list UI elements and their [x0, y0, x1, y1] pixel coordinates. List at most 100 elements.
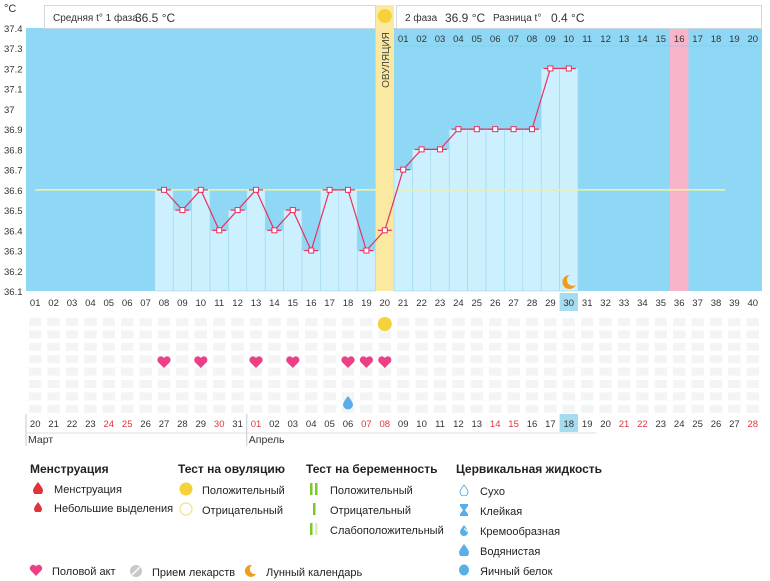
legend-medication-label: Прием лекарств	[152, 566, 236, 579]
grid-cell	[544, 330, 557, 339]
pregnancy-weak-icon	[306, 522, 322, 539]
grid-cell	[268, 404, 281, 413]
grid-cell	[360, 380, 373, 388]
grid-cell	[544, 367, 557, 376]
grid-cell	[231, 318, 244, 326]
temperature-point	[197, 186, 204, 193]
calendar-date-label: 20	[30, 419, 41, 430]
dry-drop-icon	[456, 484, 472, 499]
temperature-bar	[559, 68, 579, 292]
grid-cell	[415, 380, 428, 388]
grid-cell	[65, 380, 79, 388]
temperature-point	[326, 186, 333, 193]
grid-cell	[599, 380, 612, 388]
grid-cell	[617, 392, 631, 401]
grid-cell	[562, 355, 575, 364]
grid-cell	[213, 318, 226, 326]
calendar-date-label: 26	[711, 419, 722, 430]
cycle-day-label: 04	[85, 298, 96, 309]
grid-cell	[452, 367, 465, 376]
legend-cervical-eggwhite-label: Яичный белок	[480, 565, 553, 578]
legend-cervical-creamy: Кремообразная	[456, 524, 560, 539]
grid-cell	[433, 367, 447, 376]
cycle-day-label: 32	[600, 298, 611, 309]
y-tick-label: 37	[4, 105, 15, 116]
grid-cell	[470, 318, 483, 326]
legend-medication: Прием лекарств	[128, 564, 235, 581]
grid-cell	[691, 367, 704, 376]
grid-cell	[231, 342, 244, 351]
grid-cell	[397, 318, 410, 326]
watery-drop-icon	[343, 396, 353, 410]
phase2-value: 36.9 °C	[445, 11, 486, 25]
cycle-day-label: 25	[472, 298, 483, 309]
grid-cell	[397, 342, 410, 351]
legend-moon: Лунный календарь	[242, 564, 362, 581]
grid-cell	[29, 380, 42, 388]
cycle-day-label: 06	[122, 298, 133, 309]
calendar-date-label: 28	[748, 419, 759, 430]
watery-drop-icon	[456, 544, 472, 559]
grid-cell	[636, 342, 649, 351]
grid-cell	[194, 380, 207, 388]
grid-cell	[157, 318, 171, 326]
temperature-point	[510, 126, 517, 133]
calendar-date-label: 05	[324, 419, 335, 430]
grid-cell	[654, 330, 667, 339]
grid-cell	[433, 355, 447, 364]
y-tick-label: 37.3	[4, 44, 23, 55]
grid-cell	[231, 392, 244, 401]
grid-cell	[654, 355, 667, 364]
grid-cell	[746, 318, 759, 326]
phase2-day-label: 20	[748, 34, 759, 45]
calendar-date-label: 11	[435, 419, 445, 430]
cycle-day-label: 28	[527, 298, 538, 309]
grid-cell	[433, 318, 447, 326]
moon-icon	[242, 564, 258, 581]
grid-cell	[673, 355, 686, 364]
grid-cell	[305, 318, 318, 326]
grid-cell	[746, 392, 759, 401]
grid-cell	[544, 380, 557, 388]
grid-cell	[194, 392, 207, 401]
phase2-day-label: 13	[619, 34, 630, 45]
grid-cell	[65, 330, 79, 339]
grid-cell	[213, 404, 226, 413]
grid-cell	[102, 367, 115, 376]
heart-icon	[286, 356, 300, 368]
grid-cell	[305, 404, 318, 413]
grid-cell	[268, 392, 281, 401]
grid-cell	[728, 355, 741, 364]
temperature-point	[161, 186, 167, 193]
temperature-bar	[356, 250, 376, 292]
cycle-day-label: 02	[48, 298, 59, 309]
grid-cell	[581, 330, 594, 339]
grid-cell	[47, 392, 60, 401]
grid-cell	[121, 355, 134, 364]
grid-cell	[507, 392, 520, 401]
grid-cell	[489, 318, 502, 326]
grid-cell	[562, 318, 575, 326]
cycle-day-label: 09	[177, 298, 188, 309]
grid-cell	[599, 367, 612, 376]
legend-pregnancy-positive: Положительный	[306, 482, 413, 499]
highlight-day-column	[670, 8, 689, 291]
grid-cell	[47, 342, 60, 351]
phase2-day-label: 12	[600, 34, 611, 45]
phase1-label: Средняя t° 1 фаза	[53, 13, 138, 24]
grid-cell	[433, 330, 447, 339]
grid-cell	[673, 318, 686, 326]
grid-cell	[84, 392, 97, 401]
cycle-day-label: 30	[564, 298, 575, 309]
grid-cell	[305, 367, 318, 376]
calendar-date-label: 29	[196, 419, 207, 430]
temperature-bar	[228, 209, 248, 292]
grid-cell	[397, 367, 410, 376]
cycle-day-label: 19	[361, 298, 372, 309]
grid-cell	[415, 392, 428, 401]
grid-cell	[157, 342, 171, 351]
temperature-bar	[209, 230, 229, 292]
grid-cell	[525, 342, 539, 351]
creamy-drop-icon	[456, 524, 472, 539]
phase2-day-label: 08	[527, 34, 538, 45]
